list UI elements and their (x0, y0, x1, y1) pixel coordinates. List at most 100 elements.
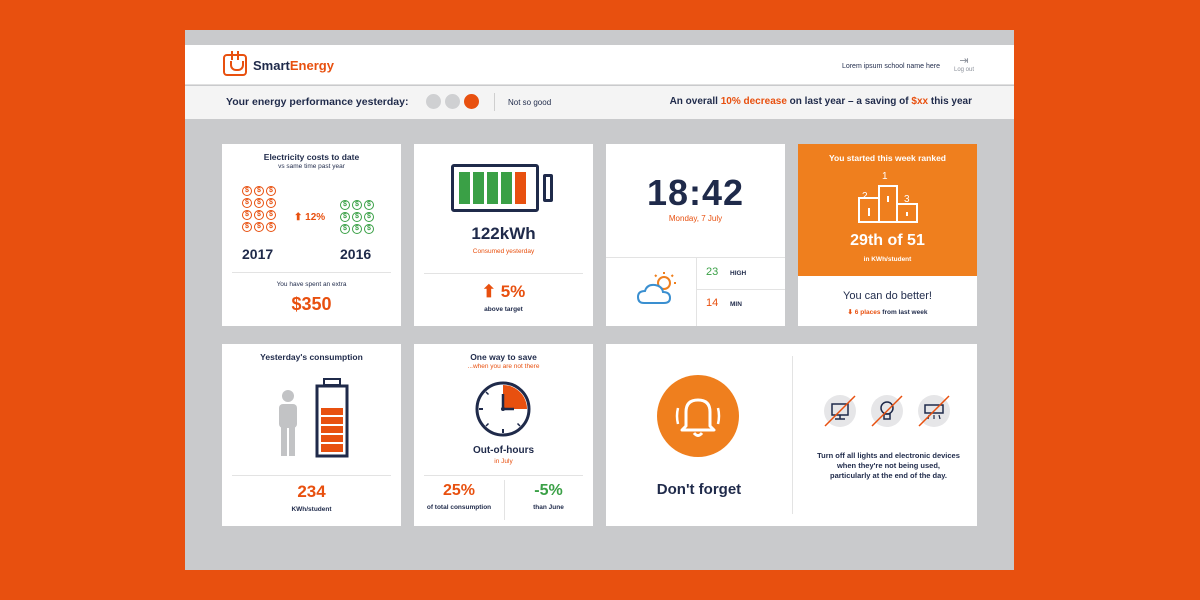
rank-unit: in KWh/student (863, 256, 912, 263)
coin-icon: $ (266, 198, 276, 208)
coin-icon: $ (254, 198, 264, 208)
battery-cell (459, 172, 470, 204)
spent-label: You have spent an extra (276, 281, 347, 288)
coin-icon: $ (364, 200, 374, 210)
podium-second: 2 (862, 191, 868, 202)
consumed-change-label: above target (484, 306, 523, 313)
coin-icon: $ (266, 222, 276, 232)
divider (424, 273, 583, 274)
divider (696, 289, 785, 290)
date: Monday, 7 July (668, 214, 723, 223)
air-conditioner-icon (918, 395, 950, 427)
coin-stack-current-year: $ $ $ $ $ $ $ $ $ $ $ $ (242, 186, 276, 232)
battery-tip (543, 174, 553, 202)
arrow-down-icon: ⬇ (847, 309, 853, 316)
coin-icon: $ (242, 198, 252, 208)
clock-icon (475, 381, 531, 437)
coin-icon: $ (242, 210, 252, 220)
divider (424, 475, 583, 476)
divider (232, 272, 391, 273)
coin-icon: $ (340, 200, 350, 210)
year-current: 2017 (242, 246, 274, 262)
divider (494, 93, 495, 111)
rating-dot-good (426, 94, 441, 109)
stat-total-consumption: 25% of total consumption (426, 482, 492, 511)
year-past: 2016 (340, 246, 372, 262)
bell-icon (657, 375, 739, 457)
battery-cell (515, 172, 526, 204)
plug-icon (223, 51, 247, 76)
divider (792, 356, 793, 514)
battery-cell (487, 172, 498, 204)
light-bulb-icon (871, 395, 903, 427)
temp-low-label: MIN (730, 301, 742, 308)
ranking-title: You started this week ranked (829, 153, 946, 163)
card-title: Electricity costs to date (263, 152, 360, 162)
coin-icon: $ (340, 212, 350, 222)
arrow-up-icon: ⬆ (481, 282, 496, 301)
performance-status: Not so good (508, 98, 552, 107)
logout-button[interactable]: ⇥ Log out (952, 55, 976, 73)
school-name: Lorem ipsum school name here (841, 63, 940, 70)
divider (232, 475, 391, 476)
ranking-banner: You started this week ranked 1 2 3 29th … (798, 144, 977, 276)
temp-low: 14 (706, 297, 719, 309)
podium-third: 3 (904, 194, 910, 205)
card-subtitle: ...when you are not there (467, 363, 540, 370)
rating-dot-ok (445, 94, 460, 109)
coin-icon: $ (352, 212, 362, 222)
coin-icon: $ (254, 210, 264, 220)
divider (606, 257, 785, 258)
coin-icon: $ (266, 186, 276, 196)
coin-icon: $ (364, 224, 374, 234)
yesterday-value: 234 (297, 482, 326, 501)
reminder-card: Don't forget Turn off all lights and ele… (606, 344, 977, 526)
divider (696, 257, 697, 326)
rank-value: 29th of 51 (850, 232, 925, 249)
performance-summary: An overall 10% decrease on last year – a… (669, 96, 972, 107)
saving-tip-card: One way to save ...when you are not ther… (414, 344, 593, 526)
performance-label: Your energy performance yesterday: (226, 96, 409, 108)
dashboard-app: SmartEnergy Lorem ipsum school name here… (185, 30, 1014, 570)
consumption-card: 122kWh Consumed yesterday ⬆ 5% above tar… (414, 144, 593, 326)
coin-icon: $ (352, 200, 362, 210)
coin-icon: $ (242, 186, 252, 196)
rating-dot-bad (464, 94, 479, 109)
window-top-bar (185, 30, 1014, 45)
ranking-message: You can do better! (843, 290, 932, 302)
coin-icon: $ (242, 222, 252, 232)
battery-icon (315, 378, 349, 458)
coin-icon: $ (254, 186, 264, 196)
coin-icon: $ (352, 224, 362, 234)
header: SmartEnergy Lorem ipsum school name here… (185, 45, 1014, 85)
logout-icon: ⇥ (959, 55, 969, 67)
coin-stack-past-year: $ $ $ $ $ $ $ $ $ (340, 200, 374, 234)
reminder-title: Don't forget (656, 481, 742, 498)
ranking-card: You started this week ranked 1 2 3 29th … (798, 144, 977, 326)
coin-icon: $ (340, 224, 350, 234)
card-title: Yesterday's consumption (260, 352, 363, 362)
spent-value: $350 (291, 294, 332, 314)
electricity-costs-card: Electricity costs to date vs same time p… (222, 144, 401, 326)
reminder-message: Turn off all lights and electronic devic… (817, 451, 960, 480)
card-title: One way to save (470, 352, 537, 362)
podium-first: 1 (882, 171, 888, 182)
temp-high: 23 (706, 266, 719, 278)
coin-icon: $ (254, 222, 264, 232)
battery-icon (451, 164, 539, 212)
cost-change: ⬆ 12% (294, 212, 326, 223)
stat-vs-june: -5% than June (533, 482, 564, 511)
logo[interactable]: SmartEnergy (223, 51, 334, 76)
performance-bar: Your energy performance yesterday: Not s… (185, 86, 1014, 119)
coin-icon: $ (364, 212, 374, 222)
card-subtitle: vs same time past year (278, 163, 345, 170)
battery-cell (473, 172, 484, 204)
consumed-label: Consumed yesterday (472, 248, 535, 255)
performance-rating (426, 94, 479, 109)
out-of-hours-label: Out-of-hours (472, 445, 535, 456)
computer-icon (824, 395, 856, 427)
ranking-change: ⬇ 6 places from last week (847, 309, 928, 316)
partly-cloudy-icon (636, 272, 676, 304)
yesterday-consumption-card: Yesterday's consumption 234 KWh/student (222, 344, 401, 526)
consumed-value: 122kWh (471, 224, 536, 243)
